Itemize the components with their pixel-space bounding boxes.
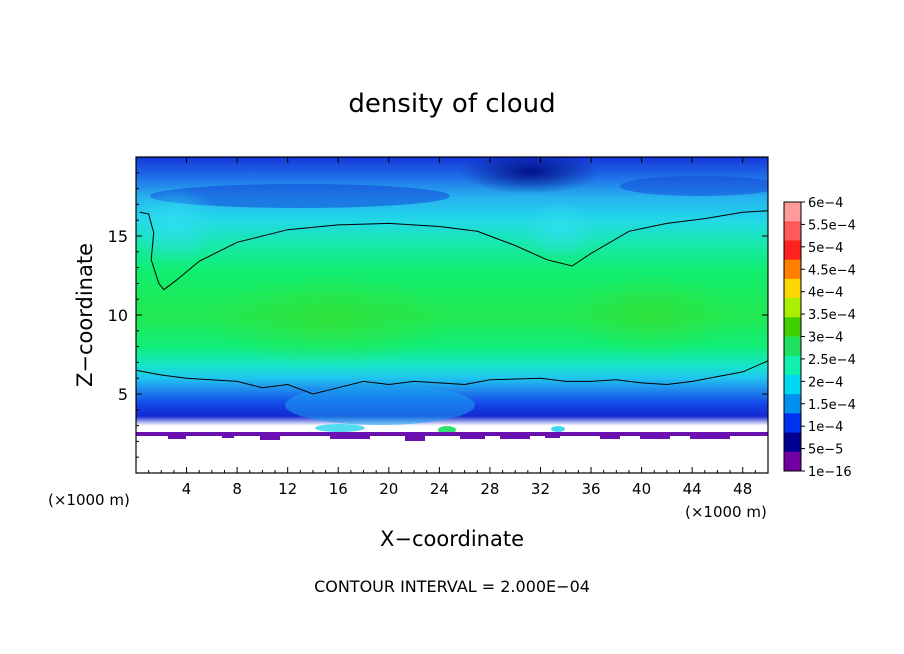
colorbar-label: 1e−16 — [808, 465, 852, 480]
colorbar-label: 5e−4 — [808, 241, 843, 256]
contour-interval-footer: CONTOUR INTERVAL = 2.000E−04 — [314, 577, 590, 596]
colorbar-label: 5e−5 — [808, 443, 843, 458]
x-tick-label: 12 — [278, 480, 297, 498]
x-tick-label: 16 — [329, 480, 348, 498]
colorbar-label: 2.5e−4 — [808, 353, 856, 368]
colorbar-swatch — [784, 336, 801, 357]
colorbar-swatch — [784, 278, 801, 299]
colorbar-label: 5.5e−4 — [808, 218, 856, 233]
x-tick-label: 36 — [581, 480, 600, 498]
y-tick-label: 15 — [108, 227, 128, 246]
colorbar-swatch — [784, 298, 801, 318]
colorbar-label: 2e−4 — [808, 375, 843, 390]
colorbar-swatch — [784, 432, 801, 453]
x-tick-label: 8 — [232, 480, 242, 498]
contour-field — [136, 157, 768, 473]
x-tick-label: 4 — [182, 480, 192, 498]
colorbar-swatch — [784, 413, 801, 434]
x-tick-label: 48 — [733, 480, 752, 498]
y-tick-label: 10 — [108, 306, 128, 325]
x-tick-label: 28 — [480, 480, 499, 498]
colorbar-swatch — [784, 240, 801, 261]
colorbar-swatch — [784, 221, 801, 241]
colorbar: 6e−4 5.5e−4 5e−4 4.5e−4 4e−4 3.5e−4 3e−4 2.5e−4… — [783, 196, 856, 480]
x-axis-ticks: 4 8 12 16 20 24 28 32 36 40 44 48 — [148, 157, 756, 498]
x-tick-label: 24 — [430, 480, 449, 498]
contour-line-upper — [139, 210, 768, 291]
colorbar-swatch — [784, 451, 801, 472]
colorbar-label: 1e−4 — [808, 420, 843, 435]
colorbar-label: 4.5e−4 — [808, 263, 856, 278]
colorbar-label: 4e−4 — [808, 286, 843, 301]
y-axis-ticks: 5 10 15 — [108, 172, 768, 458]
y-tick-label: 5 — [118, 385, 128, 404]
colorbar-label: 3e−4 — [808, 331, 843, 346]
colorbar-swatch — [784, 202, 801, 222]
x-tick-label: 32 — [531, 480, 550, 498]
x-tick-label: 20 — [379, 480, 398, 498]
colorbar-swatch — [784, 374, 801, 395]
colorbar-label: 6e−4 — [808, 196, 843, 211]
x-unit-label: (×1000 m) — [685, 503, 767, 521]
colorbar-swatch — [784, 259, 801, 280]
y-axis-label: Z−coordinate — [73, 243, 97, 387]
x-tick-label: 40 — [632, 480, 651, 498]
colorbar-swatch — [784, 355, 801, 376]
chart-title: density of cloud — [348, 89, 555, 119]
contour-line-lower — [136, 360, 768, 395]
colorbar-swatch — [784, 317, 801, 337]
x-axis-label: X−coordinate — [380, 527, 524, 551]
colorbar-label: 3.5e−4 — [808, 308, 856, 323]
colorbar-label: 1.5e−4 — [808, 398, 856, 413]
z-unit-label: (×1000 m) — [48, 491, 130, 509]
x-tick-label: 44 — [683, 480, 702, 498]
colorbar-swatch — [784, 394, 801, 414]
